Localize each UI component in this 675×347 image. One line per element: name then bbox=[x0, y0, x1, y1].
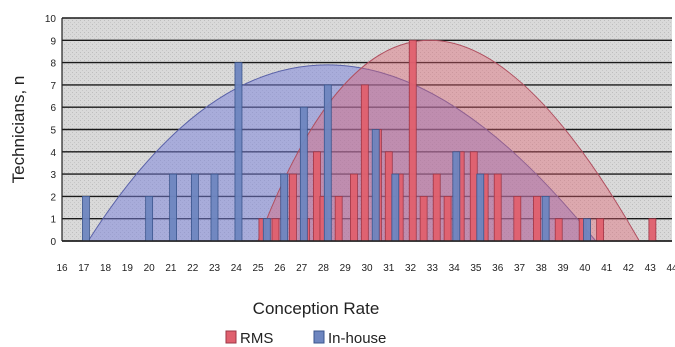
y-tick-label-1: 1 bbox=[50, 215, 56, 226]
x-tick-label-30: 30 bbox=[361, 263, 373, 274]
y-axis-title: Technicians, n bbox=[9, 76, 28, 184]
x-tick-label-21: 21 bbox=[165, 263, 177, 274]
bar-rms-21 bbox=[533, 195, 541, 242]
bar-rms-2 bbox=[289, 173, 297, 242]
bar-rms-14 bbox=[432, 173, 441, 242]
bar-rms-25 bbox=[648, 218, 657, 242]
x-tick-label-34: 34 bbox=[449, 263, 461, 274]
bar-in-house-14 bbox=[541, 195, 550, 242]
y-tick-label-6: 6 bbox=[50, 103, 56, 114]
bar-rms-1 bbox=[271, 218, 280, 242]
x-tick-label-38: 38 bbox=[536, 263, 548, 274]
bar-in-house-12 bbox=[452, 151, 461, 242]
bar-in-house-3 bbox=[190, 173, 199, 242]
y-tick-label-10: 10 bbox=[45, 14, 57, 25]
bar-rms-8 bbox=[360, 84, 369, 242]
y-tick-label-4: 4 bbox=[50, 148, 56, 159]
y-tick-label-9: 9 bbox=[50, 36, 56, 47]
bar-rms-19 bbox=[493, 173, 502, 242]
bar-in-house-0 bbox=[82, 195, 90, 242]
x-tick-label-19: 19 bbox=[122, 263, 134, 274]
x-tick-label-40: 40 bbox=[579, 263, 591, 274]
bar-in-house-7 bbox=[280, 173, 289, 242]
bar-rms-24 bbox=[596, 218, 605, 242]
bar-rms-15 bbox=[443, 195, 452, 242]
bar-rms-17 bbox=[469, 151, 478, 242]
x-tick-label-28: 28 bbox=[318, 263, 330, 274]
x-tick-label-25: 25 bbox=[253, 263, 265, 274]
legend-swatch-rms bbox=[225, 330, 237, 344]
x-tick-label-44: 44 bbox=[666, 263, 675, 274]
bar-rms-10 bbox=[384, 151, 393, 242]
bar-in-house-8 bbox=[299, 106, 308, 242]
x-tick-label-29: 29 bbox=[340, 263, 352, 274]
bar-in-house-9 bbox=[323, 84, 332, 242]
x-tick-label-31: 31 bbox=[383, 263, 395, 274]
y-tick-label-0: 0 bbox=[50, 237, 56, 248]
bar-in-house-6 bbox=[262, 218, 271, 242]
bar-in-house-10 bbox=[371, 129, 380, 242]
x-tick-label-26: 26 bbox=[274, 263, 286, 274]
legend: RMS In-house bbox=[225, 330, 386, 347]
x-tick-label-23: 23 bbox=[209, 263, 221, 274]
x-tick-label-20: 20 bbox=[144, 263, 156, 274]
bar-rms-20 bbox=[513, 195, 522, 242]
x-tick-label-41: 41 bbox=[601, 263, 613, 274]
y-tick-label-7: 7 bbox=[50, 81, 56, 92]
bar-rms-7 bbox=[350, 173, 358, 242]
bar-rms-4 bbox=[312, 151, 321, 242]
x-tick-label-27: 27 bbox=[296, 263, 308, 274]
y-tick-label-2: 2 bbox=[50, 192, 56, 203]
bar-in-house-13 bbox=[476, 173, 485, 242]
bar-in-house-5 bbox=[234, 62, 243, 242]
legend-label-rms: RMS bbox=[240, 330, 273, 347]
y-tick-label-3: 3 bbox=[50, 170, 56, 181]
x-tick-label-35: 35 bbox=[470, 263, 482, 274]
bar-rms-22 bbox=[554, 218, 563, 242]
bar-rms-13 bbox=[419, 195, 428, 242]
bar-in-house-4 bbox=[210, 173, 219, 242]
x-tick-label-42: 42 bbox=[623, 263, 635, 274]
axes bbox=[61, 18, 672, 242]
x-tick-label-43: 43 bbox=[645, 263, 657, 274]
x-axis-title: Conception Rate bbox=[253, 299, 380, 318]
x-tick-label-16: 16 bbox=[56, 263, 68, 274]
bars bbox=[82, 39, 657, 242]
x-tick-label-18: 18 bbox=[100, 263, 112, 274]
x-tick-label-32: 32 bbox=[405, 263, 417, 274]
x-tick-label-24: 24 bbox=[231, 263, 243, 274]
x-tick-labels: 16 17 18 19 20 21 22 23 24 25 26 27 28 29 30 31 32 33 34 35… bbox=[56, 263, 675, 274]
y-tick-label-8: 8 bbox=[50, 59, 56, 70]
legend-swatch-in-house bbox=[313, 330, 325, 344]
bar-rms-12 bbox=[408, 39, 417, 242]
x-tick-label-36: 36 bbox=[492, 263, 504, 274]
x-tick-label-22: 22 bbox=[187, 263, 199, 274]
x-tick-label-17: 17 bbox=[78, 263, 90, 274]
bar-in-house-1 bbox=[145, 195, 154, 242]
y-tick-label-5: 5 bbox=[50, 126, 56, 137]
bar-in-house-2 bbox=[169, 173, 178, 242]
x-tick-label-39: 39 bbox=[558, 263, 570, 274]
x-tick-label-33: 33 bbox=[427, 263, 439, 274]
bar-rms-6 bbox=[334, 195, 343, 242]
bar-in-house-11 bbox=[391, 173, 400, 242]
x-tick-label-37: 37 bbox=[514, 263, 526, 274]
y-tick-labels: 0 1 2 3 4 5 6 7 8 9 10 bbox=[45, 14, 57, 248]
legend-label-in-house: In-house bbox=[328, 330, 386, 347]
bar-in-house-15 bbox=[583, 218, 591, 242]
